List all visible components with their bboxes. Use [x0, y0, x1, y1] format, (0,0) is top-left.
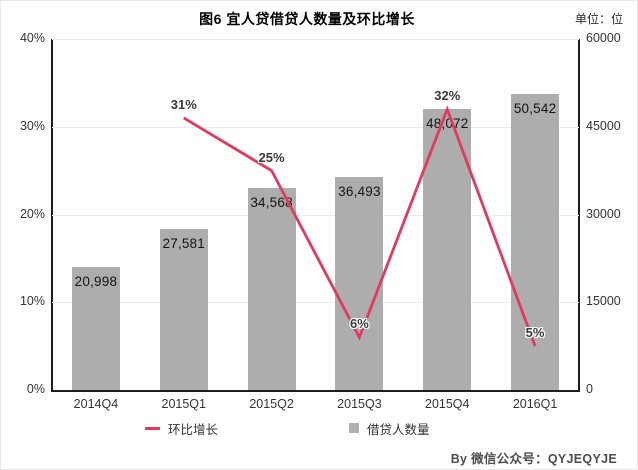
x-tick-2016Q1: 2016Q1 [512, 397, 558, 411]
line-point-label: 25% [258, 149, 285, 165]
gridline [52, 214, 579, 216]
growth-line [183, 105, 537, 347]
y-tick-left: 30% [19, 118, 45, 133]
legend-label: 借贷人数量 [367, 422, 430, 437]
x-tick-2015Q3: 2015Q3 [337, 397, 382, 411]
x-axis-line [51, 390, 580, 392]
line-point-label: 31% [170, 96, 197, 112]
gridline [52, 302, 579, 304]
x-tick-2015Q1: 2015Q1 [161, 397, 206, 411]
unit-label: 单位：位 [574, 12, 623, 26]
bar-value-label: 20,998 [74, 274, 118, 290]
chart-title: 图6 宜人贷借贷人数量及环比增长 [199, 11, 415, 27]
y-tick-left: 40% [19, 31, 45, 45]
y-tick-left: 20% [19, 206, 45, 221]
legend-item-growth: 环比增长 [145, 420, 219, 437]
bar-2015Q3 [335, 176, 384, 390]
plot-area: 20,998 27,581 34,568 36,493 48,072 50,542 31% 2… [52, 39, 579, 390]
y-tick-right: 0 [586, 382, 593, 396]
legend-item-borrowers: 借贷人数量 [349, 420, 430, 437]
y-axis-left-line [51, 39, 53, 392]
bar-value-label: 50,542 [513, 101, 557, 117]
bar-2015Q1 [159, 228, 208, 390]
y-tick-right: 15000 [586, 294, 621, 309]
bar-value-label: 34,568 [250, 194, 293, 210]
line-point-label: 6% [350, 316, 369, 332]
bar-2015Q2 [247, 187, 296, 390]
bar-2016Q1 [511, 94, 560, 390]
legend-label: 环比增长 [168, 422, 219, 437]
x-tick-2015Q4: 2015Q4 [425, 397, 470, 411]
bar-value-label: 27,581 [162, 235, 205, 251]
y-tick-right: 60000 [586, 31, 621, 45]
line-dash-icon [145, 426, 160, 430]
y-tick-left: 0% [26, 382, 45, 396]
credit-line: By 微信公众号：QYJEQYJE [450, 452, 617, 466]
x-tick-2015Q2: 2015Q2 [249, 397, 294, 411]
bar-2014Q4 [71, 267, 120, 390]
y-axis-right-line [578, 39, 580, 392]
bar-value-label: 48,072 [425, 115, 469, 131]
line-point-label: 32% [434, 88, 461, 104]
x-tick-2014Q4: 2014Q4 [73, 397, 119, 411]
bar-value-label: 36,493 [338, 183, 381, 199]
square-icon [349, 423, 359, 433]
gridline [52, 39, 579, 40]
y-tick-right: 45000 [586, 118, 621, 133]
gridline [52, 126, 579, 128]
y-tick-right: 30000 [586, 206, 621, 221]
y-tick-left: 10% [19, 294, 45, 309]
line-point-label: 5% [525, 325, 545, 341]
